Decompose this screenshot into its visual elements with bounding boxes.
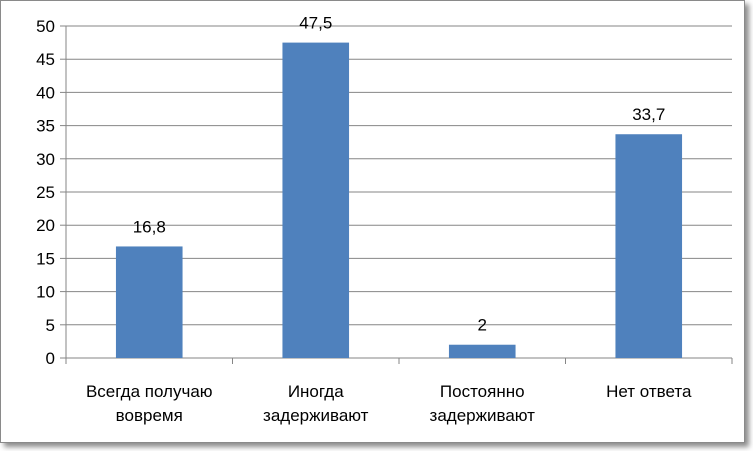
category-label: задерживают bbox=[263, 406, 369, 425]
y-tick-label: 0 bbox=[46, 349, 55, 368]
category-label: задерживают bbox=[430, 406, 536, 425]
y-tick-label: 30 bbox=[36, 150, 55, 169]
category-label: Нет ответа bbox=[606, 382, 692, 401]
category-label: Всегда получаю bbox=[86, 382, 213, 401]
bar bbox=[448, 344, 516, 358]
y-tick-label: 50 bbox=[36, 17, 55, 36]
bar bbox=[115, 246, 183, 358]
bar-chart: 0 5 10 15 20 25 30 35 40 45 50 16,8 Всегда получаю во… bbox=[36, 14, 733, 425]
y-tick-label: 40 bbox=[36, 83, 55, 102]
data-label: 16,8 bbox=[133, 217, 166, 236]
y-tick-label: 45 bbox=[36, 50, 55, 69]
y-tick-label: 25 bbox=[36, 183, 55, 202]
category-label: Иногда bbox=[288, 382, 344, 401]
category-label: Постоянно bbox=[440, 382, 525, 401]
y-tick-label: 35 bbox=[36, 117, 55, 136]
data-label: 47,5 bbox=[299, 14, 332, 33]
bar bbox=[615, 134, 683, 358]
data-label: 33,7 bbox=[632, 105, 665, 124]
bar bbox=[282, 42, 350, 358]
category-label: вовремя bbox=[116, 406, 183, 425]
y-tick-label: 20 bbox=[36, 216, 55, 235]
chart-frame: 0 5 10 15 20 25 30 35 40 45 50 16,8 Всегда получаю во… bbox=[0, 0, 745, 443]
data-label: 2 bbox=[478, 316, 487, 335]
y-tick-label: 10 bbox=[36, 283, 55, 302]
y-tick-label: 15 bbox=[36, 249, 55, 268]
y-tick-label: 5 bbox=[46, 316, 55, 335]
